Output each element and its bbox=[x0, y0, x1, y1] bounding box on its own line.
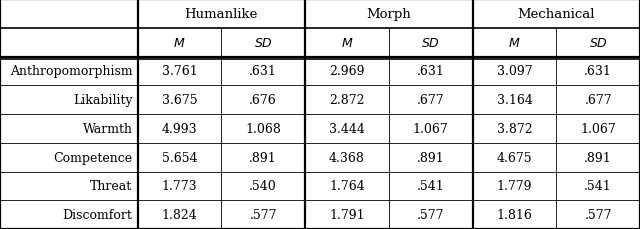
Text: 1.067: 1.067 bbox=[413, 122, 449, 135]
Text: .891: .891 bbox=[250, 151, 277, 164]
Text: $SD$: $SD$ bbox=[253, 36, 273, 49]
Text: .676: .676 bbox=[250, 94, 277, 107]
Text: 1.067: 1.067 bbox=[580, 122, 616, 135]
Text: .577: .577 bbox=[584, 208, 612, 221]
Text: Warmth: Warmth bbox=[83, 122, 132, 135]
Text: 1.068: 1.068 bbox=[245, 122, 281, 135]
Text: Mechanical: Mechanical bbox=[518, 8, 595, 21]
Text: .540: .540 bbox=[250, 180, 277, 193]
Text: $M$: $M$ bbox=[173, 36, 186, 49]
Text: 1.773: 1.773 bbox=[162, 180, 197, 193]
Text: 4.675: 4.675 bbox=[497, 151, 532, 164]
Text: Discomfort: Discomfort bbox=[63, 208, 132, 221]
Text: 1.791: 1.791 bbox=[329, 208, 365, 221]
Text: 1.764: 1.764 bbox=[329, 180, 365, 193]
Text: Morph: Morph bbox=[367, 8, 412, 21]
Text: $M$: $M$ bbox=[508, 36, 521, 49]
Text: 4.993: 4.993 bbox=[162, 122, 197, 135]
Text: $SD$: $SD$ bbox=[589, 36, 607, 49]
Text: Threat: Threat bbox=[90, 180, 132, 193]
Text: Humanlike: Humanlike bbox=[185, 8, 258, 21]
Text: 3.675: 3.675 bbox=[162, 94, 197, 107]
Text: 1.816: 1.816 bbox=[497, 208, 532, 221]
Text: $SD$: $SD$ bbox=[421, 36, 440, 49]
Text: .577: .577 bbox=[250, 208, 277, 221]
Text: 1.824: 1.824 bbox=[161, 208, 197, 221]
Text: 2.969: 2.969 bbox=[329, 65, 365, 78]
Text: .677: .677 bbox=[417, 94, 445, 107]
Text: 3.164: 3.164 bbox=[497, 94, 532, 107]
Text: .631: .631 bbox=[584, 65, 612, 78]
Text: 3.097: 3.097 bbox=[497, 65, 532, 78]
Text: .631: .631 bbox=[249, 65, 277, 78]
Text: Anthropomorphism: Anthropomorphism bbox=[10, 65, 132, 78]
Text: .577: .577 bbox=[417, 208, 444, 221]
Text: .891: .891 bbox=[584, 151, 612, 164]
Text: 4.368: 4.368 bbox=[329, 151, 365, 164]
Text: 5.654: 5.654 bbox=[162, 151, 197, 164]
Text: 2.872: 2.872 bbox=[329, 94, 365, 107]
Text: .891: .891 bbox=[417, 151, 445, 164]
Text: 1.779: 1.779 bbox=[497, 180, 532, 193]
Text: 3.444: 3.444 bbox=[329, 122, 365, 135]
Text: 3.761: 3.761 bbox=[161, 65, 197, 78]
Text: Likability: Likability bbox=[73, 94, 132, 107]
Text: .541: .541 bbox=[417, 180, 445, 193]
Text: .631: .631 bbox=[417, 65, 445, 78]
Text: .541: .541 bbox=[584, 180, 612, 193]
Text: Competence: Competence bbox=[53, 151, 132, 164]
Text: .677: .677 bbox=[584, 94, 612, 107]
Text: $M$: $M$ bbox=[340, 36, 353, 49]
Text: 3.872: 3.872 bbox=[497, 122, 532, 135]
